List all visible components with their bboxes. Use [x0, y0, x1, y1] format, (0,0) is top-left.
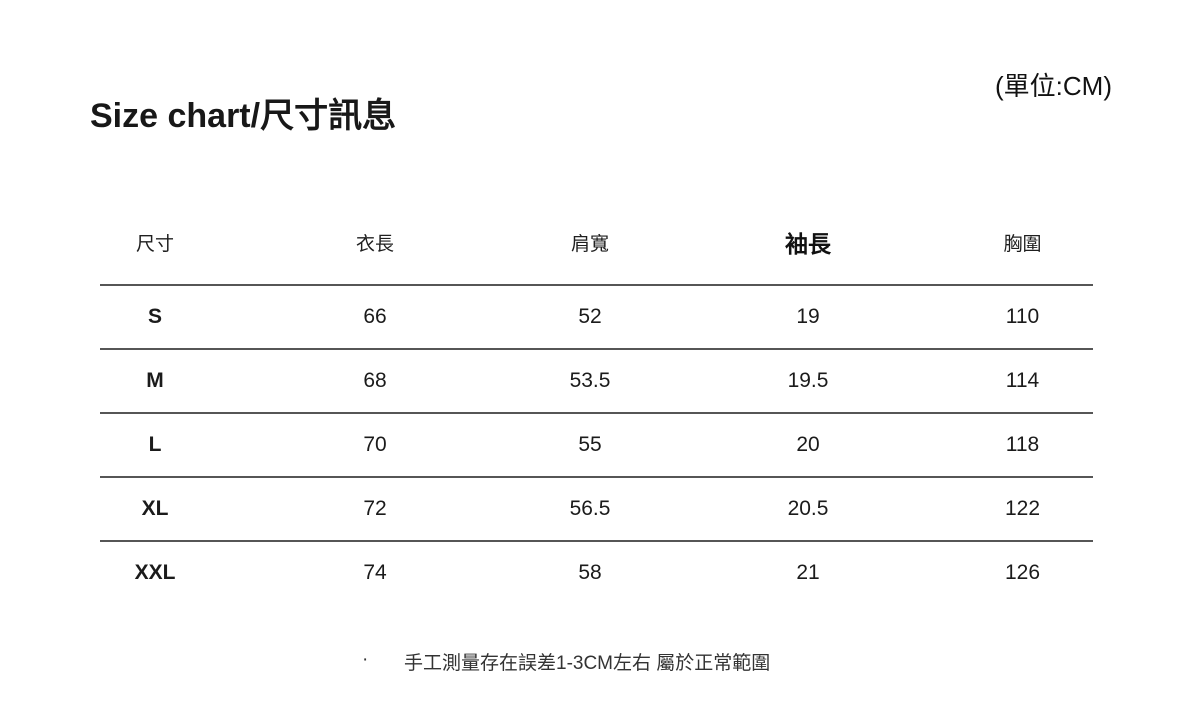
cell-chest: 126 [1004, 561, 1041, 584]
column-header-size: 尺寸 [135, 233, 174, 255]
footnote-text: 手工測量存在誤差1-3CM左右 屬於正常範圍 [404, 653, 771, 674]
cell-shoulder-width: 52 [578, 305, 602, 328]
bullet-icon: · [362, 649, 369, 670]
page-title: Size chart/尺寸訊息 [90, 97, 397, 135]
table-row-xl: XL 72 56.5 20.5 122 [100, 476, 1093, 540]
column-header-garment-length: 衣長 [355, 233, 394, 255]
cell-chest: 118 [1005, 433, 1040, 456]
cell-chest: 110 [1005, 305, 1040, 328]
size-label: M [146, 369, 164, 392]
table-row-xxl: XXL 74 58 21 126 [100, 540, 1093, 604]
size-label: L [148, 433, 162, 456]
cell-chest: 114 [1005, 369, 1040, 392]
size-chart-table: 尺寸 衣長 肩寬 袖長 胸圍 S 66 52 19 110 M 68 53.5 … [100, 200, 1093, 604]
cell-sleeve-length: 20 [796, 433, 820, 456]
unit-label: (單位:CM) [995, 71, 1112, 101]
cell-shoulder-width: 56.5 [569, 497, 611, 520]
table-row-m: M 68 53.5 19.5 114 [100, 348, 1093, 412]
cell-shoulder-width: 53.5 [569, 369, 611, 392]
cell-chest: 122 [1004, 497, 1041, 520]
cell-garment-length: 70 [363, 433, 387, 456]
cell-garment-length: 68 [363, 369, 387, 392]
cell-shoulder-width: 58 [578, 561, 602, 584]
column-header-shoulder-width: 肩寬 [570, 233, 609, 255]
cell-shoulder-width: 55 [578, 433, 602, 456]
table-row-s: S 66 52 19 110 [100, 284, 1093, 348]
cell-garment-length: 72 [363, 497, 387, 520]
size-label: S [147, 305, 162, 328]
column-header-sleeve-length: 袖長 [785, 231, 831, 257]
table-header-row: 尺寸 衣長 肩寬 袖長 胸圍 [100, 200, 1093, 284]
cell-garment-length: 74 [363, 561, 387, 584]
cell-sleeve-length: 21 [796, 561, 820, 584]
cell-sleeve-length: 20.5 [787, 497, 829, 520]
cell-garment-length: 66 [363, 305, 387, 328]
cell-sleeve-length: 19 [796, 305, 820, 328]
size-label: XXL [134, 561, 176, 584]
size-label: XL [141, 497, 169, 520]
column-header-chest: 胸圍 [1003, 233, 1042, 255]
table-row-l: L 70 55 20 118 [100, 412, 1093, 476]
footnote: · 手工測量存在誤差1-3CM左右 屬於正常範圍 [0, 648, 1200, 676]
cell-sleeve-length: 19.5 [787, 369, 829, 392]
